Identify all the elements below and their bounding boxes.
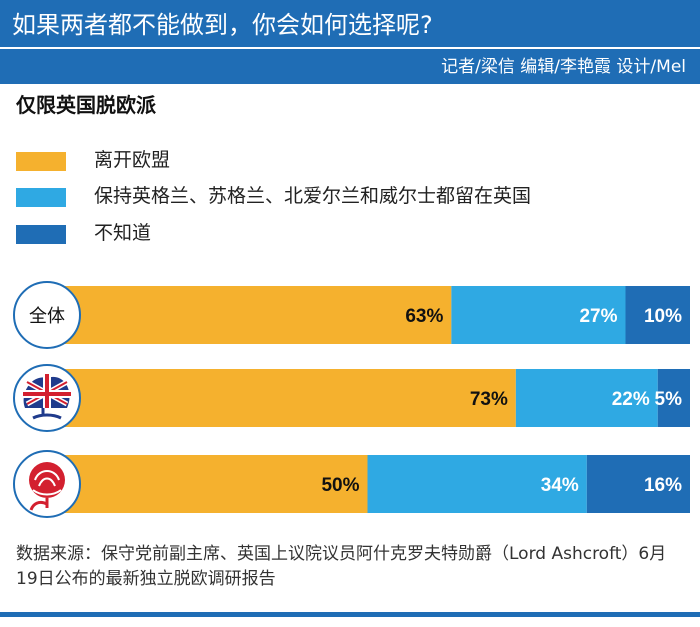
conservative-party-logo-icon (23, 374, 71, 420)
legend-swatch-leave (16, 152, 66, 171)
footer-divider (0, 612, 700, 617)
page-title: 如果两者都不能做到，你会如何选择呢? (12, 11, 433, 39)
chart-subtitle: 仅限英国脱欧派 (16, 93, 156, 117)
header-divider (0, 47, 700, 49)
source-note: 数据来源：保守党前副主席、英国上议院议员阿什克罗夫特勋爵（Lord Ashcro… (16, 544, 667, 589)
bar-label-stay-1: 22% (612, 389, 650, 410)
bar-label-leave-0: 63% (405, 306, 443, 327)
bar-leave-1 (45, 369, 516, 427)
bar-label-dontknow-2: 16% (644, 475, 682, 496)
bar-dontknow-0 (625, 286, 690, 344)
legend-swatch-dontknow (16, 225, 66, 244)
bar-dontknow-2 (586, 455, 690, 513)
credits-line: 记者/梁信 编辑/李艳霞 设计/Mel (441, 57, 686, 77)
bar-label-leave-1: 73% (470, 389, 508, 410)
bar-label-dontknow-1: 5% (655, 389, 683, 410)
legend-swatch-stay (16, 188, 66, 207)
legend-label-leave: 离开欧盟 (94, 149, 171, 171)
bar-stay-0 (451, 286, 626, 344)
bar-stay-1 (515, 369, 658, 427)
bar-label-dontknow-0: 10% (644, 306, 682, 327)
category-badge-0 (13, 281, 81, 349)
bar-leave-2 (45, 455, 368, 513)
bar-label-stay-2: 34% (541, 475, 579, 496)
header-bar: 如果两者都不能做到，你会如何选择呢? 记者/梁信 编辑/李艳霞 设计/Mel (0, 0, 700, 84)
legend-label-stay: 保持英格兰、苏格兰、北爱尔兰和威尔士都留在英国 (94, 185, 532, 207)
bar-leave-0 (45, 286, 452, 344)
bar-dontknow-1 (657, 369, 690, 427)
bar-label-leave-2: 50% (321, 475, 359, 496)
category-label-all: 全体 (29, 306, 65, 327)
bar-stay-2 (367, 455, 587, 513)
labour-party-rose-icon (29, 462, 65, 511)
bar-label-stay-0: 27% (579, 306, 617, 327)
stacked-bar-chart: 63% 27% 10% 全体 73% 22% 5% 50% 34% 16% (13, 281, 690, 518)
legend-label-dontknow: 不知道 (94, 222, 152, 244)
